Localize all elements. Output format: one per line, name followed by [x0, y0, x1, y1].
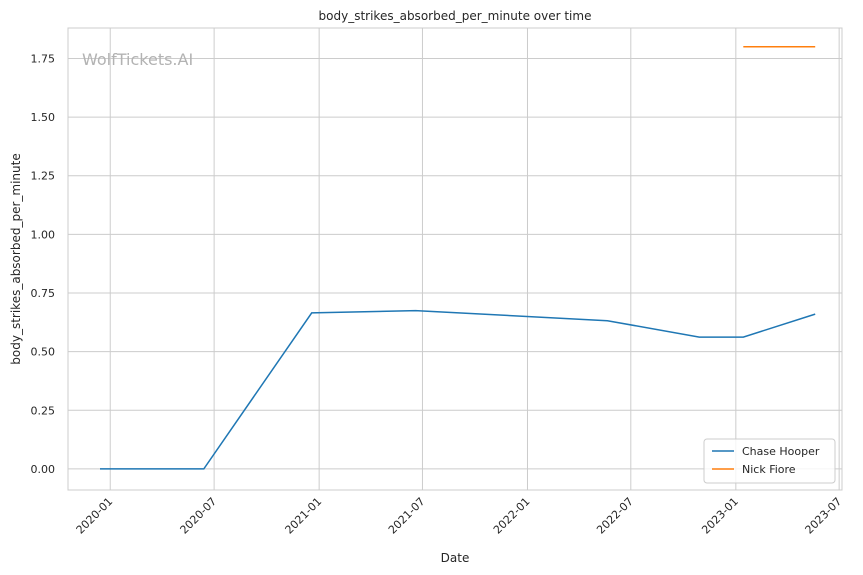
x-axis-label: Date — [441, 551, 470, 565]
y-axis-label: body_strikes_absorbed_per_minute — [9, 153, 23, 364]
legend-label: Nick Fiore — [742, 463, 796, 476]
y-tick-label: 0.00 — [31, 463, 56, 476]
watermark: WolfTickets.AI — [82, 50, 193, 69]
plot-area — [67, 27, 843, 491]
y-tick-label: 1.25 — [31, 170, 56, 183]
y-tick-label: 1.00 — [31, 228, 56, 241]
series-line-chase-hooper — [100, 309, 816, 470]
y-tick-label: 0.50 — [31, 346, 56, 359]
y-tick-labels: 0.00 0.25 0.50 0.75 1.00 1.25 1.50 1.75 — [31, 52, 56, 475]
y-tick-label: 0.25 — [31, 404, 56, 417]
y-tick-label: 1.50 — [31, 111, 56, 124]
legend: Chase Hooper Nick Fiore — [703, 438, 836, 484]
series-lines — [100, 46, 816, 470]
legend-label: Chase Hooper — [742, 445, 820, 458]
y-tick-label: 1.75 — [31, 52, 56, 65]
y-tick-label: 0.75 — [31, 287, 56, 300]
chart-title: body_strikes_absorbed_per_minute over ti… — [319, 9, 592, 23]
legend-box — [703, 438, 836, 484]
